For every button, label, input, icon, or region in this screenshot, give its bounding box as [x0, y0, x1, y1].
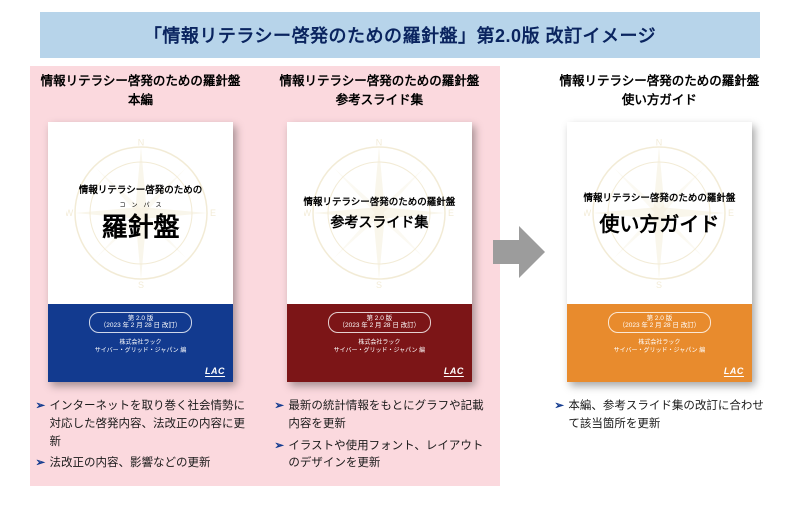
bullet-marker-icon: ➢ [36, 455, 50, 473]
book-lower: 第 2.0 版 （2023 年 2 月 28 日 改訂） 株式会社ラック サイバ… [48, 304, 233, 382]
bullet-text: 本編、参考スライド集の改訂に合わせて該当箇所を更新 [568, 398, 764, 434]
edition-line2: （2023 年 2 月 28 日 改訂） [339, 322, 421, 330]
svg-text:E: E [210, 208, 216, 218]
column-heading: 情報リテラシー啓発のための羅針盤 本編 [41, 72, 241, 110]
publisher-l2: サイバー・グリッド・ジャパン 編 [334, 347, 426, 355]
list-item: ➢本編、参考スライド集の改訂に合わせて該当箇所を更新 [554, 398, 764, 434]
bullet-text: インターネットを取り巻く社会情勢に対応した啓発内容、法改正の内容に更新 [50, 398, 246, 451]
bullet-list: ➢本編、参考スライド集の改訂に合わせて該当箇所を更新 [554, 398, 764, 438]
book-cover-guide: N S W E 情報リテラシー啓発のための羅針盤 使い方ガイド 第 2.0 版 … [567, 122, 752, 382]
lac-logo: LAC [205, 366, 225, 376]
edition-line2: （2023 年 2 月 28 日 改訂） [619, 322, 701, 330]
bullet-marker-icon: ➢ [554, 398, 568, 434]
book-lower: 第 2.0 版 （2023 年 2 月 28 日 改訂） 株式会社ラック サイバ… [287, 304, 472, 382]
list-item: ➢イラストや使用フォント、レイアウトのデザインを更新 [274, 438, 484, 474]
bullet-marker-icon: ➢ [274, 438, 288, 474]
arrow-column [490, 72, 549, 282]
svg-text:S: S [138, 280, 144, 288]
bullet-text: 最新の統計情報をもとにグラフや記載内容を更新 [288, 398, 484, 434]
column-heading-l2: 使い方ガイド [622, 93, 697, 107]
publisher-l1: 株式会社ラック [614, 339, 706, 347]
list-item: ➢インターネットを取り巻く社会情勢に対応した啓発内容、法改正の内容に更新 [36, 398, 246, 451]
bullet-list: ➢最新の統計情報をもとにグラフや記載内容を更新➢イラストや使用フォント、レイアウ… [274, 398, 484, 477]
column-heading-l1: 情報リテラシー啓発のための羅針盤 [279, 74, 479, 88]
book-upper: N S W E 情報リテラシー啓発のための羅針盤 参考スライド集 [287, 122, 472, 304]
publisher: 株式会社ラック サイバー・グリッド・ジャパン 編 [334, 339, 426, 356]
bullet-list: ➢インターネットを取り巻く社会情勢に対応した啓発内容、法改正の内容に更新➢法改正… [36, 398, 246, 477]
list-item: ➢法改正の内容、影響などの更新 [36, 455, 246, 473]
svg-text:N: N [137, 138, 144, 148]
publisher-l2: サイバー・グリッド・ジャパン 編 [614, 347, 706, 355]
publisher: 株式会社ラック サイバー・グリッド・ジャパン 編 [614, 339, 706, 356]
column-heading: 情報リテラシー啓発のための羅針盤 参考スライド集 [279, 72, 479, 110]
svg-text:E: E [448, 208, 454, 218]
publisher-l1: 株式会社ラック [95, 339, 187, 347]
svg-text:S: S [376, 280, 382, 288]
bullet-text: 法改正の内容、影響などの更新 [50, 455, 211, 473]
edition-line2: （2023 年 2 月 28 日 改訂） [100, 322, 182, 330]
publisher-l2: サイバー・グリッド・ジャパン 編 [95, 347, 187, 355]
book-upper: N S W E 情報リテラシー啓発のための コンパス 羅針盤 [48, 122, 233, 304]
book-lower: 第 2.0 版 （2023 年 2 月 28 日 改訂） 株式会社ラック サイバ… [567, 304, 752, 382]
book-supertitle: 情報リテラシー啓発のための羅針盤 [584, 190, 736, 204]
publisher: 株式会社ラック サイバー・グリッド・ジャパン 編 [95, 339, 187, 356]
column-heading: 情報リテラシー啓発のための羅針盤 使い方ガイド [560, 72, 760, 110]
svg-text:E: E [728, 208, 734, 218]
bullet-text: イラストや使用フォント、レイアウトのデザインを更新 [288, 438, 484, 474]
edition-badge: 第 2.0 版 （2023 年 2 月 28 日 改訂） [608, 312, 712, 333]
svg-text:W: W [584, 208, 592, 218]
book-cover-slides: N S W E 情報リテラシー啓発のための羅針盤 参考スライド集 第 2.0 版… [287, 122, 472, 382]
edition-badge: 第 2.0 版 （2023 年 2 月 28 日 改訂） [328, 312, 432, 333]
book-main-title: 参考スライド集 [330, 212, 428, 232]
svg-text:N: N [656, 138, 663, 148]
edition-badge: 第 2.0 版 （2023 年 2 月 28 日 改訂） [89, 312, 193, 333]
column-heading-l2: 本編 [128, 93, 153, 107]
columns-row: 情報リテラシー啓発のための羅針盤 本編 N S W E 情報リテラシー啓発 [30, 72, 770, 477]
column-heading-l1: 情報リテラシー啓発のための羅針盤 [41, 74, 241, 88]
svg-text:S: S [656, 280, 662, 288]
svg-text:N: N [376, 138, 383, 148]
column-guide: 情報リテラシー啓発のための羅針盤 使い方ガイド N S W E 情報リテラ [549, 72, 770, 438]
bullet-marker-icon: ➢ [36, 398, 50, 451]
svg-text:W: W [66, 208, 74, 218]
arrow-right-icon [491, 222, 547, 282]
lac-logo: LAC [724, 366, 744, 376]
book-main-title: 使い方ガイド [599, 208, 719, 237]
bullet-marker-icon: ➢ [274, 398, 288, 434]
page-title: 「情報リテラシー啓発のための羅針盤」第2.0版 改訂イメージ [40, 12, 760, 58]
book-cover-main: N S W E 情報リテラシー啓発のための コンパス 羅針盤 第 2.0 版 （… [48, 122, 233, 382]
publisher-l1: 株式会社ラック [334, 339, 426, 347]
book-supertitle: 情報リテラシー啓発のための羅針盤 [303, 194, 455, 208]
book-supertitle: 情報リテラシー啓発のための [79, 182, 202, 196]
column-slides: 情報リテラシー啓発のための羅針盤 参考スライド集 N S W E 情報リテ [269, 72, 490, 477]
diagram-stage: 情報リテラシー啓発のための羅針盤 本編 N S W E 情報リテラシー啓発 [0, 72, 800, 477]
column-main-edition: 情報リテラシー啓発のための羅針盤 本編 N S W E 情報リテラシー啓発 [30, 72, 251, 477]
list-item: ➢最新の統計情報をもとにグラフや記載内容を更新 [274, 398, 484, 434]
svg-text:W: W [304, 208, 312, 218]
column-heading-l1: 情報リテラシー啓発のための羅針盤 [560, 74, 760, 88]
column-heading-l2: 参考スライド集 [336, 93, 424, 107]
lac-logo: LAC [444, 366, 464, 376]
book-upper: N S W E 情報リテラシー啓発のための羅針盤 使い方ガイド [567, 122, 752, 304]
book-main-title: 羅針盤 [102, 207, 180, 244]
